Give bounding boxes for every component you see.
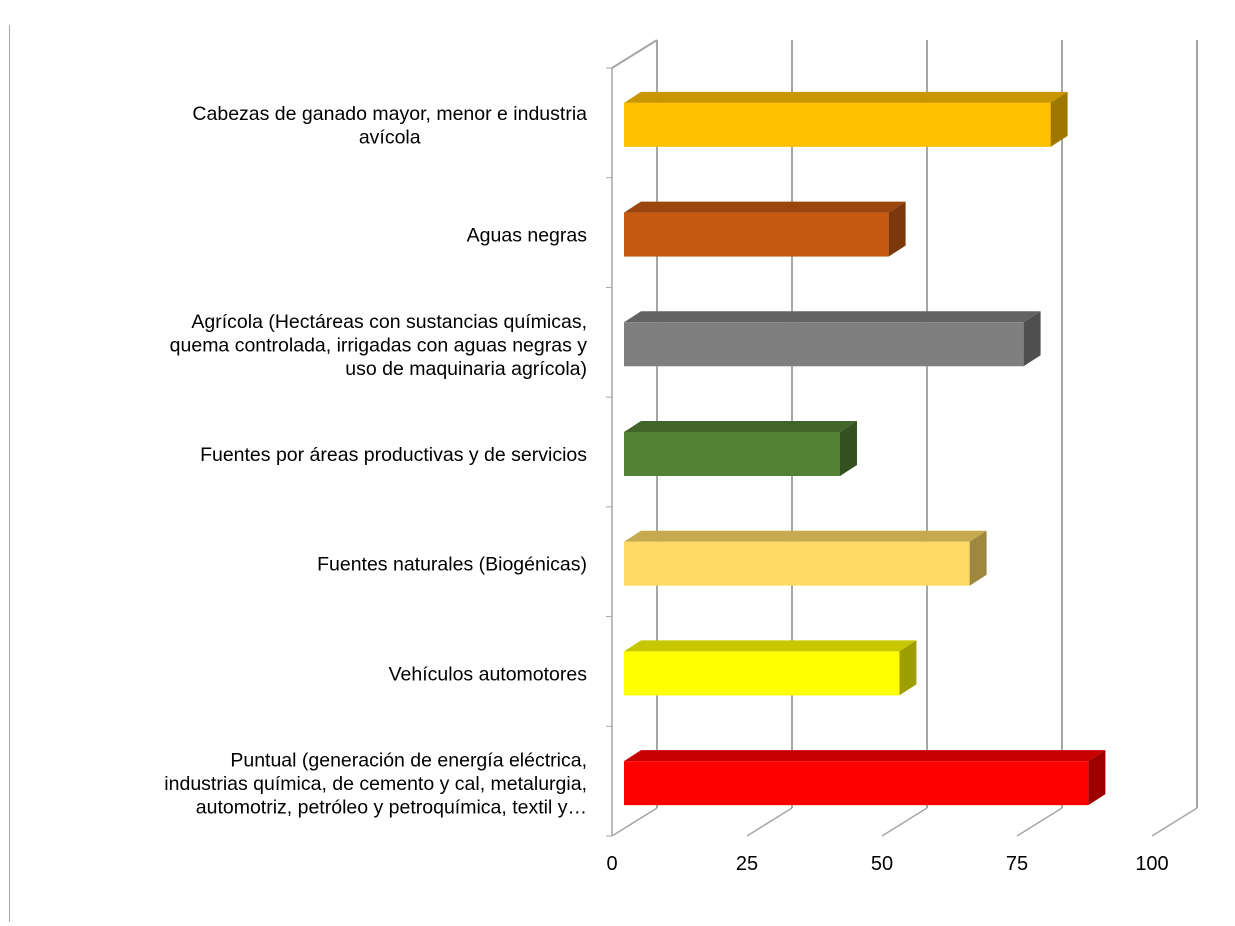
bar-top-face <box>624 91 1068 103</box>
bar-front-face <box>624 651 900 696</box>
bars <box>624 91 1106 806</box>
x-axis-ticks: 0 25 50 75 100 <box>606 853 1168 875</box>
bar-top-face <box>624 421 857 432</box>
category-labels: Cabezas de ganado mayor, menor e industr… <box>164 103 587 819</box>
bar-side-face <box>1050 91 1068 147</box>
x-tick-label: 50 <box>871 853 893 875</box>
bar-side-face <box>899 640 917 696</box>
category-label: Fuentes naturales (Biogénicas) <box>317 554 587 576</box>
x-tick-label: 75 <box>1006 853 1028 875</box>
bar-top-face <box>624 530 987 542</box>
floor-gridline <box>746 807 793 837</box>
bar-front-face <box>624 322 1024 367</box>
bar-side-face <box>888 201 906 257</box>
bar-front-face <box>624 212 889 257</box>
category-label: Agrícola (Hectáreas con sustancias quími… <box>170 311 588 380</box>
bar <box>624 530 987 586</box>
bar <box>624 640 917 696</box>
category-label: Aguas negras <box>467 225 588 247</box>
category-label: Puntual (generación de energía eléctrica… <box>164 750 587 819</box>
bar <box>624 311 1041 367</box>
bar-top-face <box>624 201 906 213</box>
bar-front-face <box>624 102 1051 147</box>
bar-front-face <box>624 541 970 586</box>
floor-gridline <box>1016 807 1063 837</box>
floor-gridline <box>611 807 658 837</box>
bar-side-face <box>840 421 857 476</box>
bar <box>624 91 1068 147</box>
category-label: Cabezas de ganado mayor, menor e industr… <box>192 103 587 149</box>
floor-gridline <box>881 807 928 837</box>
bar-side-face <box>1088 750 1106 806</box>
category-label: Fuentes por áreas productivas y de servi… <box>200 444 587 466</box>
bar-top-face <box>624 640 917 652</box>
bar <box>624 421 857 476</box>
bar-front-face <box>624 432 840 476</box>
bar-side-face <box>1023 311 1041 367</box>
x-tick-label: 25 <box>736 853 758 875</box>
category-label: Vehículos automotores <box>389 663 588 685</box>
bar <box>624 201 906 257</box>
bar-top-face <box>624 750 1106 762</box>
bar <box>624 750 1106 806</box>
x-tick-label: 0 <box>606 853 617 875</box>
side-wall-top-edge <box>611 39 658 69</box>
bar-side-face <box>969 530 987 586</box>
x-tick-label: 100 <box>1135 853 1168 875</box>
bar-front-face <box>624 761 1089 806</box>
bar-top-face <box>624 311 1041 323</box>
floor-gridline <box>1151 807 1198 837</box>
